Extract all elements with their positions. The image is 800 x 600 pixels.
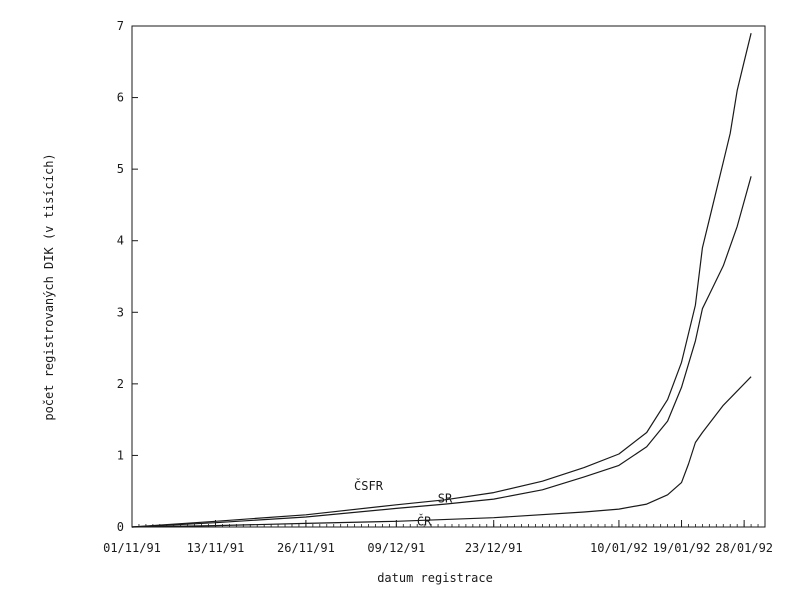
series-label: ČSFR (354, 478, 384, 493)
x-tick-label: 28/01/92 (715, 541, 773, 555)
y-tick-label: 3 (117, 305, 124, 319)
y-tick-label: 2 (117, 377, 124, 391)
series-label: SR (438, 492, 453, 506)
y-tick-label: 1 (117, 448, 124, 462)
y-axis-title: počet registrovaných DIK (v tisících) (42, 153, 56, 420)
y-axis: 0 1 2 3 4 5 6 7 (117, 19, 138, 534)
x-tick-label: 19/01/92 (653, 541, 711, 555)
y-tick-label: 6 (117, 91, 124, 105)
x-tick-label: 10/01/92 (590, 541, 648, 555)
series-layer (131, 33, 752, 528)
x-tick-label: 13/11/91 (187, 541, 245, 555)
x-tick-label: 23/12/91 (465, 541, 523, 555)
y-tick-label: 4 (117, 234, 124, 248)
x-axis-title: datum registrace (377, 571, 493, 585)
y-tick-label: 0 (117, 520, 124, 534)
x-tick-label: 09/12/91 (367, 541, 425, 555)
series-line (131, 176, 752, 528)
x-tick-label: 01/11/91 (103, 541, 161, 555)
y-tick-label: 5 (117, 162, 124, 176)
series-line (131, 376, 752, 528)
x-axis: 01/11/91 13/11/91 26/11/91 09/12/91 23/12/91… (103, 520, 773, 555)
plot-frame (131, 25, 766, 528)
x-tick-label: 26/11/91 (277, 541, 335, 555)
y-tick-label: 7 (117, 19, 124, 33)
series-line (131, 33, 752, 528)
series-label: ČR (417, 514, 432, 529)
series-labels: ČSFR SR ČR (354, 478, 453, 529)
